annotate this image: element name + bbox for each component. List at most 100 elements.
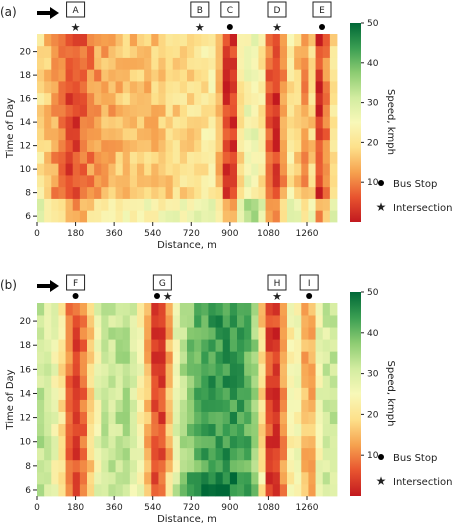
heatmap-cell: [137, 459, 145, 473]
heatmap-cell: [115, 139, 124, 152]
heatmap-cell: [187, 104, 195, 117]
x-tick-label: 540: [144, 503, 161, 513]
heatmap-cell: [122, 327, 131, 340]
heatmap-cell: [222, 363, 231, 376]
heatmap-cell: [122, 447, 131, 461]
heatmap-cell: [208, 471, 216, 485]
legend-intersection-label: Intersection: [393, 203, 453, 214]
heatmap-cell: [244, 363, 252, 376]
heatmap-cell: [272, 423, 281, 437]
heatmap-cell: [37, 175, 45, 188]
heatmap-cell: [308, 327, 316, 340]
heatmap-cell: [65, 198, 74, 211]
heatmap-cell: [201, 210, 209, 223]
heatmap-cell: [44, 104, 52, 117]
heatmap-cell: [187, 92, 195, 105]
marker-label: D: [274, 6, 281, 16]
bus-stop-icon: [72, 293, 79, 299]
marker-box: [190, 1, 210, 18]
heatmap-cell: [329, 411, 338, 425]
heatmap-cell: [129, 423, 138, 437]
heatmap-cell: [129, 186, 138, 199]
heatmap-cell: [229, 92, 238, 105]
heatmap-cell: [222, 116, 231, 129]
heatmap-cell: [144, 351, 152, 364]
heatmap-cell: [187, 303, 195, 316]
heatmap-cell: [258, 423, 266, 437]
heatmap-cell: [208, 387, 216, 400]
heatmap-cell: [308, 128, 316, 141]
heatmap-cell: [108, 116, 116, 129]
heatmap-cell: [108, 151, 116, 164]
heatmap-cell: [44, 483, 52, 497]
heatmap-cell: [115, 435, 124, 449]
heatmap-cell: [308, 34, 316, 47]
heatmap-cell: [308, 163, 316, 176]
heatmap-cell: [315, 411, 324, 425]
heatmap-cell: [301, 69, 309, 82]
heatmap-cell: [165, 69, 174, 82]
y-tick-label: 6: [25, 486, 31, 496]
heatmap-cell: [187, 447, 195, 461]
heatmap-cell: [44, 375, 52, 388]
heatmap-cell: [51, 363, 59, 376]
marker-box: [267, 1, 287, 18]
heatmap-cell: [187, 151, 195, 164]
heatmap-cell: [94, 471, 102, 485]
heatmap-cell: [222, 387, 231, 400]
heatmap-cell: [265, 69, 274, 82]
x-tick-label: 720: [183, 229, 200, 239]
heatmap-cell: [151, 399, 159, 412]
heatmap-cell: [58, 104, 66, 117]
heatmap-cell: [265, 363, 274, 376]
heatmap-cell: [144, 339, 152, 352]
heatmap-cell: [258, 151, 266, 164]
heatmap-cell: [137, 411, 145, 425]
heatmap-cell: [51, 375, 59, 388]
heatmap-cell: [237, 116, 245, 129]
heatmap-cell: [294, 387, 302, 400]
heatmap-cell: [308, 116, 316, 129]
colorbar-tick-label: 50: [367, 19, 379, 29]
heatmap-cell: [301, 198, 309, 211]
heatmap-cell: [165, 471, 174, 485]
heatmap-cell: [87, 69, 95, 82]
heatmap-cell: [179, 139, 188, 152]
x-tick-label: 360: [106, 503, 123, 513]
heatmap-cell: [315, 34, 324, 47]
heatmap-cell: [94, 139, 102, 152]
heatmap-cell: [251, 69, 259, 82]
heatmap-cell: [44, 81, 52, 94]
heatmap-cell: [208, 151, 216, 164]
heatmap-cell: [279, 128, 288, 141]
heatmap-cell: [251, 303, 259, 316]
heatmap-cell: [72, 471, 81, 485]
heatmap-cell: [315, 327, 324, 340]
heatmap-cell: [79, 128, 88, 141]
heatmap-cell: [108, 69, 116, 82]
y-tick-label: 12: [20, 142, 31, 152]
heatmap-cell: [222, 45, 231, 58]
heatmap-cell: [172, 315, 181, 328]
heatmap-cell: [165, 399, 174, 412]
heatmap-cell: [329, 447, 338, 461]
heatmap-cell: [194, 411, 202, 425]
heatmap-cell: [179, 151, 188, 164]
heatmap-cell: [94, 81, 102, 94]
heatmap-cell: [158, 81, 166, 94]
heatmap-cell: [172, 459, 181, 473]
heatmap-cell: [37, 351, 45, 364]
heatmap-cell: [151, 151, 159, 164]
heatmap-cell: [122, 139, 131, 152]
heatmap-cell: [37, 483, 45, 497]
heatmap-cell: [79, 399, 88, 412]
heatmap-cell: [222, 351, 231, 364]
heatmap-cell: [172, 175, 181, 188]
marker-label: A: [72, 6, 79, 16]
heatmap-cell: [301, 45, 309, 58]
heatmap-cell: [237, 186, 245, 199]
heatmap-cell: [265, 399, 274, 412]
heatmap-cell: [44, 351, 52, 364]
heatmap-cell: [279, 399, 288, 412]
heatmap-cell: [301, 116, 309, 129]
